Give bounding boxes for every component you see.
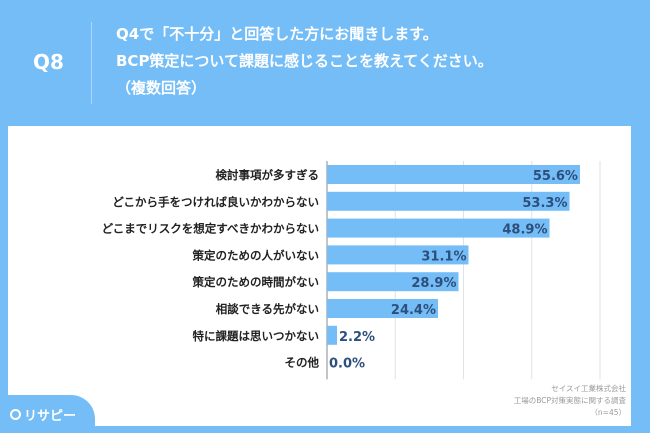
category-label: 特に課題は思いつかない xyxy=(193,329,320,343)
bar xyxy=(327,272,459,292)
data-label: 28.9% xyxy=(411,276,456,291)
bar xyxy=(327,299,439,318)
data-label: 53.3% xyxy=(522,196,567,211)
logo: リサピー xyxy=(10,405,76,424)
pin-icon xyxy=(10,409,21,420)
data-label: 24.4% xyxy=(391,303,436,318)
source-line: 工場のBCP対策実態に関する調査 xyxy=(513,396,626,405)
question-number: Q8 xyxy=(33,50,64,74)
data-label: 0.0% xyxy=(329,357,365,372)
category-label: 策定のための時間がない xyxy=(192,275,320,289)
bar xyxy=(327,191,570,211)
category-label: 策定のための人がいない xyxy=(192,248,320,262)
title-line: Q4で「不十分」と回答した方にお聞きします。 xyxy=(116,25,438,43)
category-label: どこまでリスクを想定すべきかわからない xyxy=(102,222,319,236)
source-line: （n=45） xyxy=(590,408,626,417)
logo-text: リサピー xyxy=(24,409,77,424)
category-label: 相談できる先がない xyxy=(216,302,319,316)
source-line: セイスイ工業株式会社 xyxy=(551,384,626,393)
title-line: （複数回答） xyxy=(116,79,207,97)
bar xyxy=(327,218,550,238)
divider xyxy=(91,22,92,104)
title-line: BCP策定について課題に感じることを教えてください。 xyxy=(116,52,493,70)
data-label: 31.1% xyxy=(421,249,466,264)
source-note: セイスイ工業株式会社 工場のBCP対策実態に関する調査 （n=45） xyxy=(514,383,626,419)
category-label: その他 xyxy=(285,356,320,370)
bar xyxy=(327,165,580,184)
question-title: Q4で「不十分」と回答した方にお聞きします。 BCP策定について課題に感じること… xyxy=(116,21,493,102)
category-label: 検討事項が多すぎる xyxy=(216,168,320,182)
bar xyxy=(327,245,469,265)
bar xyxy=(327,325,338,345)
data-label: 48.9% xyxy=(502,223,547,238)
data-label: 55.6% xyxy=(533,169,578,184)
category-label: どこから手をつければ良いかわからない xyxy=(112,195,319,209)
data-label: 2.2% xyxy=(339,330,375,345)
